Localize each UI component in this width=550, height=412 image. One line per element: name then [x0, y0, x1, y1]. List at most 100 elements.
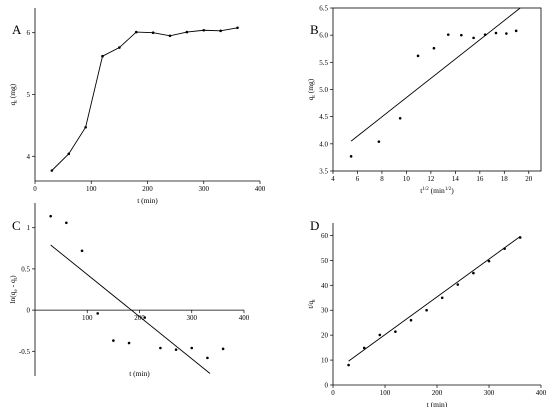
y-tick-label: 20: [321, 332, 329, 340]
x-tick-label: 18: [501, 175, 509, 183]
y-tick-label: 3.5: [319, 168, 328, 176]
data-point: [483, 33, 487, 36]
data-point: [446, 33, 450, 36]
x-tick-label: 300: [187, 314, 198, 322]
plot-frame: [332, 7, 542, 172]
x-tick-label: 300: [199, 185, 210, 193]
data-point: [472, 271, 475, 275]
data-point: [101, 54, 104, 58]
data-point: [202, 28, 206, 32]
data-point: [409, 318, 413, 322]
x-tick-label: 100: [82, 314, 93, 322]
panel-letter: D: [310, 218, 319, 233]
data-point: [143, 316, 147, 319]
data-point: [460, 33, 463, 37]
data-point: [219, 29, 222, 33]
data-point: [349, 155, 353, 158]
y-tick-label: 5.5: [319, 59, 328, 67]
data-point: [398, 116, 402, 120]
data-point: [118, 46, 121, 49]
x-tick-label: 400: [255, 185, 266, 193]
data-point: [494, 31, 498, 35]
y-tick-label: 30: [321, 307, 329, 315]
data-point: [377, 140, 381, 143]
data-point: [432, 46, 436, 50]
data-point: [134, 30, 138, 34]
y-axis-label: qt (mg): [8, 83, 19, 105]
x-tick-label: 200: [142, 185, 153, 193]
y-tick-label: 6.0: [319, 32, 328, 40]
panel-a: A 0 100 200 300 400 4 5 6 t (min) qt (mg): [8, 8, 266, 205]
data-point: [49, 214, 52, 218]
panel-b: B 4 6 8 10 12 14 16 18 20 3.5 4.0 4.5 5.0 5.5 6.0 6.5 t1/…: [306, 5, 542, 195]
x-tick-label: 100: [86, 185, 97, 193]
x-tick-label: 400: [536, 389, 547, 397]
data-point: [456, 283, 460, 286]
x-tick-label: 200: [134, 314, 145, 322]
data-point: [185, 30, 189, 34]
series-line: [51, 27, 238, 171]
data-point: [221, 347, 225, 351]
data-point: [514, 29, 518, 33]
x-axis-label: t (min): [427, 400, 448, 407]
data-point: [174, 348, 178, 351]
data-point: [487, 259, 491, 263]
data-point: [168, 34, 172, 38]
y-tick-label: 40: [321, 282, 329, 290]
fit-line: [348, 236, 521, 362]
data-point: [206, 356, 209, 360]
data-point: [80, 249, 84, 253]
y-tick-label: 0: [27, 307, 31, 315]
x-tick-label: 8: [380, 175, 384, 183]
y-tick-label: 6: [27, 29, 31, 37]
data-point: [362, 346, 366, 350]
x-tick-label: 0: [331, 389, 335, 397]
x-tick-label: 20: [525, 175, 533, 183]
y-tick-label: 4: [27, 153, 31, 161]
x-axis-label: t1/2 (min1/2): [420, 186, 454, 195]
panel-letter: B: [310, 22, 319, 37]
data-point: [425, 308, 428, 312]
y-axis-label: t/qt: [306, 299, 317, 309]
x-tick-label: 14: [452, 175, 460, 183]
y-axis-label: qt (mg): [306, 78, 317, 100]
y-tick-label: 1: [27, 224, 31, 232]
data-point: [112, 339, 115, 342]
y-tick-label: 6.5: [319, 5, 328, 13]
x-tick-label: 400: [239, 314, 250, 322]
panel-d: D 0 100 200 300 400 0 10 20 30 40 50 60 t (min) t/qt: [306, 218, 547, 409]
panel-c: C 100 200 300 400 -0.5 0 0.5 1 t (min) ln(qe - qt): [8, 203, 250, 378]
data-point: [236, 26, 239, 30]
data-point: [472, 36, 475, 40]
data-point: [416, 54, 420, 58]
data-point: [159, 346, 162, 350]
data-point: [84, 125, 87, 129]
panel-letter: C: [12, 218, 21, 233]
y-tick-label: 0: [325, 382, 329, 390]
fit-line: [50, 244, 211, 374]
x-tick-label: 16: [476, 175, 484, 183]
data-point: [518, 236, 522, 239]
x-tick-label: 100: [380, 389, 391, 397]
data-point: [347, 363, 350, 367]
x-tick-label: 6: [356, 175, 360, 183]
x-tick-label: 4: [331, 175, 335, 183]
x-tick-label: 0: [33, 185, 37, 193]
y-tick-label: 4.0: [319, 140, 328, 148]
data-point: [127, 341, 131, 345]
data-point: [503, 247, 506, 250]
data-point: [96, 312, 99, 315]
y-tick-label: 60: [321, 232, 329, 240]
data-point: [505, 32, 508, 35]
x-tick-label: 300: [484, 389, 495, 397]
y-axis-label: ln(qe - qt): [8, 275, 19, 304]
panel-letter: A: [12, 22, 22, 37]
x-tick-label: 12: [427, 175, 435, 183]
y-tick-label: 5: [27, 91, 31, 99]
y-tick-label: 4.5: [319, 113, 328, 121]
fit-line: [350, 7, 521, 142]
data-point: [394, 330, 397, 333]
x-axis-label: t (min): [137, 196, 158, 205]
